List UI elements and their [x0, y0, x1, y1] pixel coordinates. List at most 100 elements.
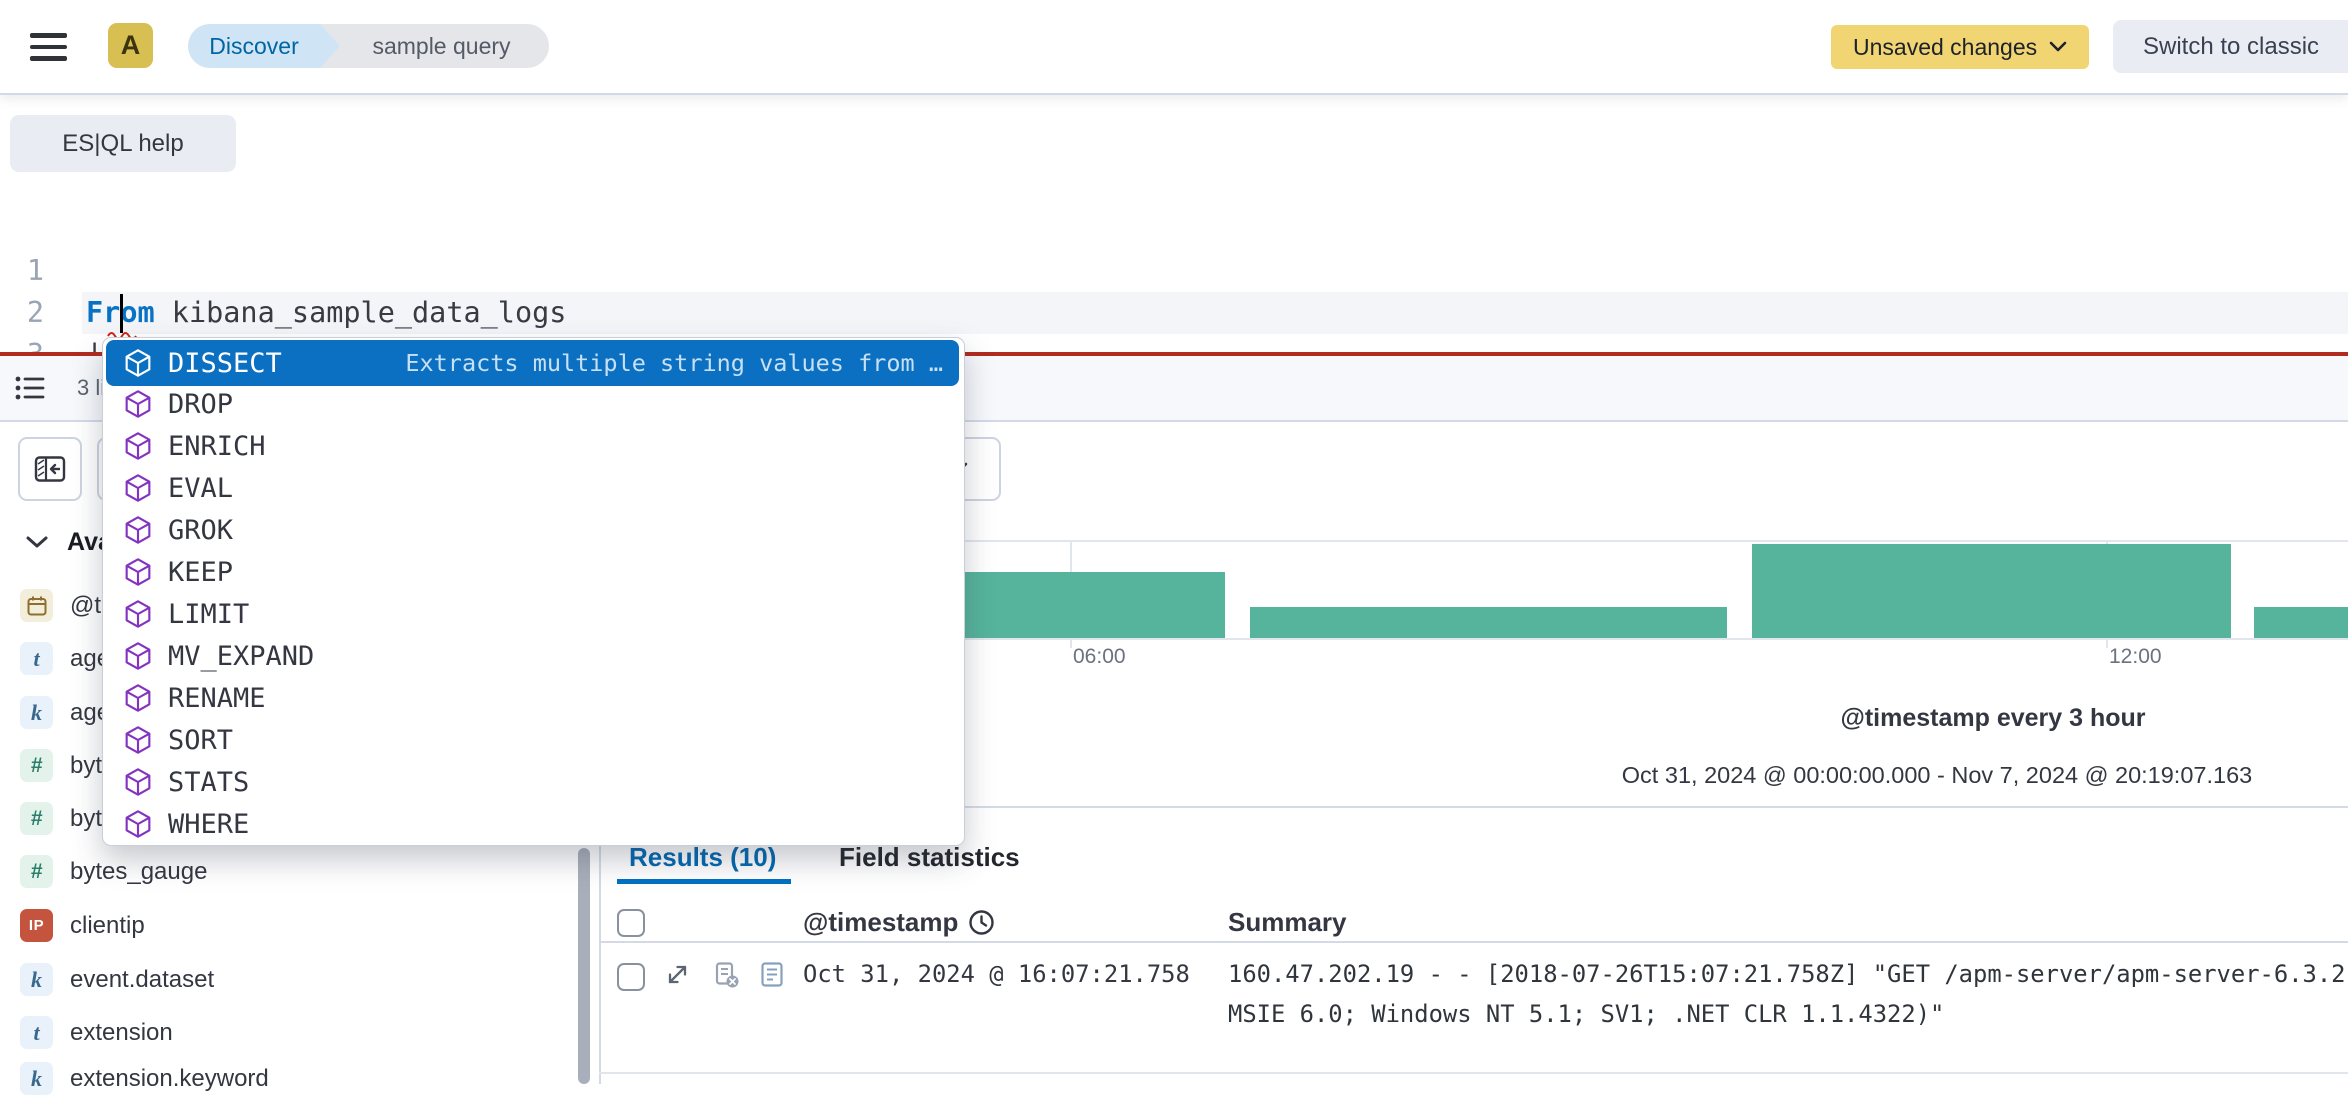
command-label: DROP: [168, 388, 234, 420]
field-name: event.dataset: [70, 966, 215, 993]
command-label: WHERE: [168, 808, 250, 840]
chart-gridline: [620, 540, 2348, 542]
cell-timestamp[interactable]: Oct 31, 2024 @ 16:07:21.758: [803, 960, 1190, 988]
editor-error-divider: [0, 352, 2348, 356]
autocomplete-item-rename[interactable]: RENAME: [106, 677, 959, 719]
autocomplete-item-limit[interactable]: LIMIT: [106, 593, 959, 635]
divider: [0, 420, 2348, 422]
command-cube-icon: [125, 516, 151, 544]
command-label: LIMIT: [168, 598, 250, 630]
field-item-extension.keyword[interactable]: k extension.keyword: [0, 1062, 598, 1102]
esql-autocomplete-popup: DISSECT Extracts multiple string values f…: [102, 337, 965, 846]
field-item-clientip[interactable]: IP clientip: [0, 909, 598, 949]
command-label: RENAME: [168, 682, 266, 714]
autocomplete-item-dissect[interactable]: DISSECT Extracts multiple string values f…: [106, 340, 959, 386]
command-cube-icon: [125, 432, 151, 460]
command-label: ENRICH: [168, 430, 266, 462]
row-checkbox[interactable]: [617, 963, 645, 991]
select-all-checkbox[interactable]: [617, 909, 645, 937]
autocomplete-item-mv_expand[interactable]: MV_EXPAND: [106, 635, 959, 677]
clock-icon: [969, 910, 995, 935]
field-item-extension[interactable]: t extension: [0, 1016, 598, 1056]
chevron-down-icon: [26, 536, 48, 548]
histogram-bar[interactable]: [1250, 607, 1727, 638]
field-type-number-icon: #: [20, 855, 53, 888]
field-item-event.dataset[interactable]: k event.dataset: [0, 963, 598, 1003]
histogram-bar[interactable]: [2254, 607, 2348, 638]
command-cube-icon: [125, 600, 151, 628]
line-count-icon[interactable]: [13, 371, 47, 403]
field-item-bytes_gauge[interactable]: # bytes_gauge: [0, 855, 598, 895]
field-name: extension.keyword: [70, 1065, 269, 1092]
degraded-doc-icon[interactable]: [712, 961, 740, 989]
field-name: extension: [70, 1019, 173, 1046]
field-type-keyword-icon: k: [20, 696, 53, 729]
field-type-text-icon: t: [20, 642, 53, 675]
command-label: KEEP: [168, 556, 234, 588]
unsaved-changes-button[interactable]: Unsaved changes: [1831, 25, 2090, 69]
sidebar-scrollbar-thumb[interactable]: [578, 848, 590, 1084]
space-avatar[interactable]: A: [108, 23, 153, 68]
unsaved-changes-label: Unsaved changes: [1853, 33, 2038, 60]
timestamp-header-label: @timestamp: [803, 907, 959, 937]
code-line-3[interactable]: 3 |: [0, 292, 2348, 413]
esql-query-editor[interactable]: 1 From kibana_sample_data_logs 2 | LIMIT…: [0, 196, 2348, 413]
current-line-highlight: [82, 292, 2348, 334]
field-type-keyword-icon: k: [20, 1062, 53, 1095]
field-type-text-icon: t: [20, 1016, 53, 1049]
column-header-summary[interactable]: Summary: [1228, 907, 1347, 937]
chart-title: @timestamp every 3 hour: [1840, 704, 2146, 732]
autocomplete-item-where[interactable]: WHERE: [106, 803, 959, 845]
command-cube-icon: [125, 684, 151, 712]
field-name: bytes_gauge: [70, 858, 208, 885]
command-description: Extracts multiple string values from …: [405, 349, 943, 377]
table-header-border: [599, 941, 2348, 943]
column-header-timestamp[interactable]: @timestamp: [803, 907, 995, 938]
calendar-icon: [27, 596, 46, 615]
histogram-bar[interactable]: [1752, 544, 2231, 638]
cell-summary-line1[interactable]: 160.47.202.19 - - [2018-07-26T15:07:21.7…: [1228, 960, 2346, 988]
autocomplete-item-stats[interactable]: STATS: [106, 761, 959, 803]
autocomplete-item-grok[interactable]: GROK: [106, 509, 959, 551]
command-label: GROK: [168, 514, 234, 546]
code-line-2[interactable]: 2 | LIMIT 10: [0, 250, 2348, 371]
expand-row-icon[interactable]: [664, 961, 691, 988]
collapse-fields-panel-button[interactable]: [18, 437, 82, 501]
active-tab-underline: [617, 879, 791, 884]
text-cursor: [120, 294, 123, 333]
command-label: MV_EXPAND: [168, 640, 315, 672]
source-name: kibana_sample_data_logs: [154, 296, 567, 329]
esql-help-button[interactable]: ES|QL help: [10, 115, 236, 172]
doc-viewer-icon[interactable]: [758, 961, 786, 989]
command-cube-icon: [125, 726, 151, 754]
line-number: 1: [26, 254, 44, 287]
autocomplete-item-eval[interactable]: EVAL: [106, 467, 959, 509]
menu-hamburger-icon[interactable]: [30, 33, 67, 61]
command-label: DISSECT: [168, 347, 282, 379]
command-cube-icon: [125, 768, 151, 796]
autocomplete-item-sort[interactable]: SORT: [106, 719, 959, 761]
chart-time-range: Oct 31, 2024 @ 00:00:00.000 - Nov 7, 202…: [1621, 762, 2253, 788]
tab-field-statistics[interactable]: Field statistics: [839, 842, 1020, 872]
tab-results[interactable]: Results (10): [629, 842, 777, 872]
table-row-border: [599, 1072, 2348, 1074]
breadcrumb-discover[interactable]: Discover: [188, 24, 320, 68]
command-cube-icon: [125, 390, 151, 418]
divider: [601, 806, 2348, 808]
command-cube-icon: [125, 810, 151, 838]
autocomplete-item-drop[interactable]: DROP: [106, 383, 959, 425]
cell-summary-line2[interactable]: MSIE 6.0; Windows NT 5.1; SV1; .NET CLR …: [1228, 1000, 1945, 1028]
field-type-number-icon: #: [20, 802, 53, 835]
command-cube-icon: [125, 474, 151, 502]
top-navigation-bar: A Discover sample query Unsaved changes …: [0, 0, 2348, 95]
breadcrumb-arrow-icon: [320, 24, 340, 68]
code-line-1[interactable]: 1 From kibana_sample_data_logs: [0, 208, 2348, 329]
autocomplete-item-enrich[interactable]: ENRICH: [106, 425, 959, 467]
line-number: 2: [26, 296, 44, 329]
command-cube-icon: [125, 642, 151, 670]
command-cube-icon: [125, 349, 151, 377]
autocomplete-item-keep[interactable]: KEEP: [106, 551, 959, 593]
switch-to-classic-button[interactable]: Switch to classic: [2113, 20, 2348, 73]
chevron-down-icon: [2049, 41, 2067, 52]
command-label: EVAL: [168, 472, 234, 504]
